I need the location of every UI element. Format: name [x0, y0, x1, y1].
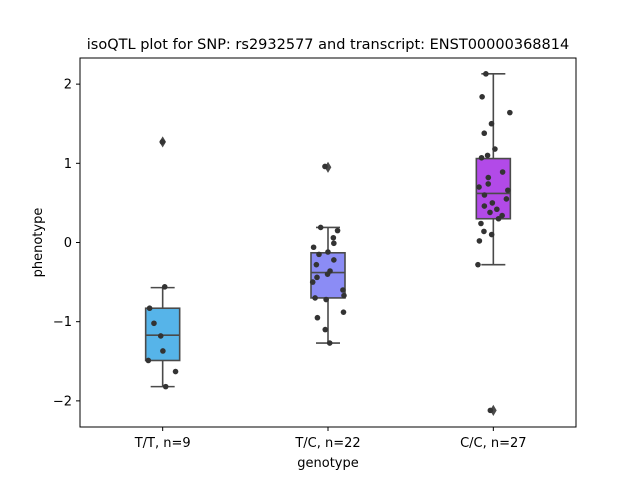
data-point — [340, 309, 347, 315]
data-point — [341, 292, 347, 299]
data-point — [310, 244, 317, 251]
data-point — [487, 407, 494, 414]
data-point — [476, 238, 483, 244]
plot-area — [144, 71, 513, 416]
box-group-3 — [475, 73, 512, 416]
data-point — [314, 314, 321, 321]
data-point — [151, 320, 157, 327]
data-point — [325, 249, 331, 255]
data-point — [322, 326, 329, 333]
data-point — [492, 146, 498, 152]
data-point — [330, 234, 337, 241]
x-tick-label: C/C, n=27 — [460, 436, 526, 451]
data-point — [322, 163, 328, 170]
x-axis-title: genotype — [297, 456, 358, 471]
data-point — [145, 357, 152, 364]
data-point — [505, 187, 511, 194]
data-point — [481, 228, 487, 235]
data-point — [162, 383, 169, 390]
data-point — [476, 184, 482, 190]
data-point — [478, 154, 485, 161]
data-point — [314, 274, 320, 281]
chart-title: isoQTL plot for SNP: rs2932577 and trans… — [87, 37, 569, 53]
data-point — [312, 295, 318, 301]
data-point — [507, 109, 513, 116]
data-point — [487, 209, 493, 216]
data-point — [475, 261, 481, 268]
data-point — [317, 224, 324, 231]
data-point — [309, 279, 316, 285]
y-tick-label: 1 — [64, 157, 72, 172]
y-tick-label: 0 — [64, 236, 72, 251]
data-point — [326, 340, 333, 346]
data-point — [503, 196, 510, 202]
data-point — [331, 240, 337, 247]
data-point — [488, 120, 495, 127]
data-point — [324, 271, 331, 277]
data-point — [499, 169, 506, 175]
data-point — [172, 368, 179, 375]
data-point — [499, 212, 505, 219]
data-point — [481, 203, 488, 209]
data-point — [340, 287, 346, 293]
data-point — [495, 215, 502, 222]
data-point — [494, 206, 500, 213]
data-point — [313, 261, 320, 268]
axes: 2 1 0 −1 −2 T/T, n=9 T/C, n=22 C/C, n=27 — [53, 78, 527, 451]
points-group-3 — [475, 71, 513, 414]
data-point — [485, 174, 492, 181]
data-point — [488, 231, 495, 238]
data-point — [334, 227, 341, 234]
plot-frame — [79, 57, 577, 428]
x-tick-label: T/T, n=9 — [134, 436, 191, 451]
y-axis-title: phenotype — [31, 208, 46, 278]
y-tick-label: −1 — [53, 315, 72, 330]
data-point — [323, 296, 329, 303]
data-point — [331, 257, 337, 263]
iqr-box — [475, 157, 512, 220]
data-point — [159, 139, 166, 145]
data-point — [481, 130, 488, 137]
data-point — [484, 152, 491, 159]
points-group-1 — [145, 139, 179, 390]
y-tick-label: 2 — [64, 78, 72, 93]
data-point — [146, 305, 153, 312]
data-point — [483, 71, 489, 77]
data-point — [316, 251, 322, 258]
data-point — [157, 333, 164, 339]
data-point — [161, 284, 168, 290]
data-point — [481, 192, 488, 198]
points-group-2 — [309, 163, 347, 346]
x-tick-label: T/C, n=22 — [294, 436, 360, 451]
data-point — [489, 200, 496, 206]
data-point — [485, 181, 492, 187]
data-point — [160, 348, 166, 354]
data-point — [478, 220, 484, 227]
data-point — [479, 94, 485, 100]
y-tick-label: −2 — [53, 394, 72, 409]
